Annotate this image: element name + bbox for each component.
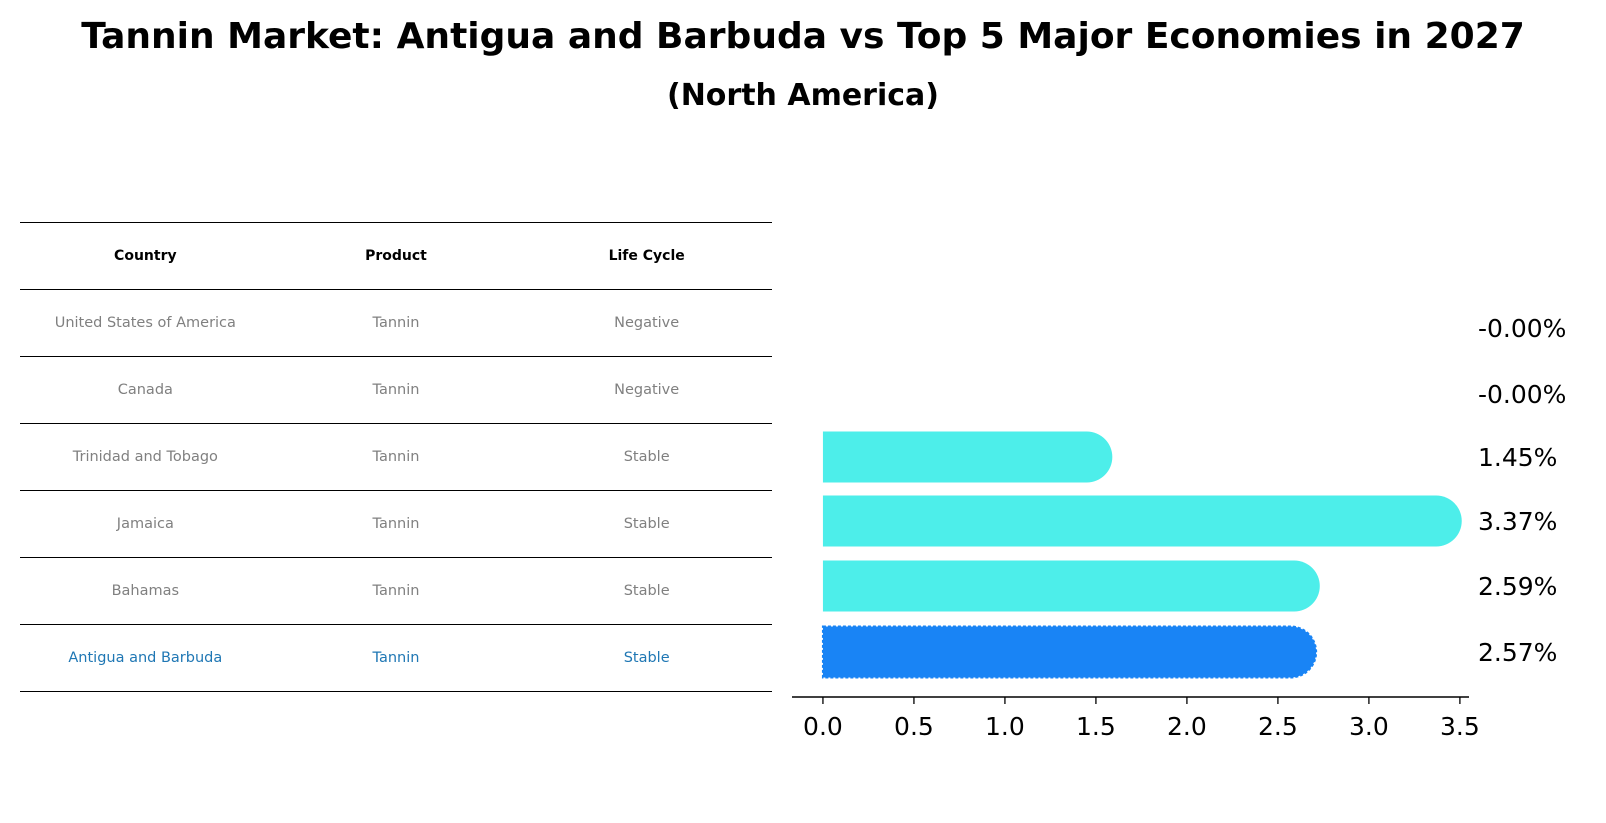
data-label: 2.57% bbox=[1478, 638, 1557, 667]
chart-subtitle: (North America) bbox=[666, 78, 939, 113]
cell-product: Tannin bbox=[270, 423, 522, 491]
cell-life-cycle: Stable bbox=[521, 423, 772, 491]
column-header-country: Country bbox=[20, 222, 271, 290]
x-tick-label: 0.0 bbox=[803, 712, 843, 741]
x-tick-label: 1.5 bbox=[1076, 712, 1116, 741]
x-tick-label: 1.0 bbox=[985, 712, 1025, 741]
data-label: 3.37% bbox=[1478, 507, 1557, 536]
cell-product: Tannin bbox=[270, 289, 522, 357]
table-row: Bahamas Tannin Stable bbox=[20, 557, 772, 625]
data-label: 1.45% bbox=[1478, 443, 1557, 472]
cell-product: Tannin bbox=[270, 557, 522, 625]
cell-product: Tannin bbox=[270, 624, 522, 692]
cell-country: Antigua and Barbuda bbox=[20, 624, 271, 692]
cell-life-cycle: Negative bbox=[521, 289, 772, 357]
cell-country: Bahamas bbox=[20, 557, 271, 625]
table-row-highlighted: Antigua and Barbuda Tannin Stable bbox=[20, 624, 772, 692]
cell-life-cycle: Stable bbox=[521, 490, 772, 558]
cell-country: Jamaica bbox=[20, 490, 271, 558]
cell-country: Trinidad and Tobago bbox=[20, 423, 271, 491]
table-row: United States of America Tannin Negative bbox=[20, 289, 772, 357]
data-table: Country Product Life Cycle United States… bbox=[20, 222, 772, 692]
cell-life-cycle: Stable bbox=[521, 557, 772, 625]
column-header-life-cycle: Life Cycle bbox=[521, 222, 772, 290]
bar bbox=[822, 431, 1113, 483]
x-tick-label: 3.0 bbox=[1349, 712, 1389, 741]
cell-country: United States of America bbox=[20, 289, 271, 357]
bar bbox=[822, 560, 1320, 612]
cell-life-cycle: Stable bbox=[521, 624, 772, 692]
table-header-row: Country Product Life Cycle bbox=[20, 222, 772, 290]
cell-country: Canada bbox=[20, 356, 271, 424]
table-row: Canada Tannin Negative bbox=[20, 356, 772, 424]
data-label: -0.00% bbox=[1478, 380, 1566, 409]
x-tick-label: 0.5 bbox=[894, 712, 934, 741]
column-header-product: Product bbox=[270, 222, 522, 290]
cell-product: Tannin bbox=[270, 356, 522, 424]
bar bbox=[822, 495, 1462, 547]
cell-life-cycle: Negative bbox=[521, 356, 772, 424]
bar bbox=[821, 625, 1318, 679]
data-label: -0.00% bbox=[1478, 314, 1566, 343]
x-tick-label: 3.5 bbox=[1440, 712, 1480, 741]
x-tick-label: 2.5 bbox=[1258, 712, 1298, 741]
chart-title: Tannin Market: Antigua and Barbuda vs To… bbox=[81, 16, 1525, 57]
cell-product: Tannin bbox=[270, 490, 522, 558]
table-row: Trinidad and Tobago Tannin Stable bbox=[20, 423, 772, 491]
data-label: 2.59% bbox=[1478, 572, 1557, 601]
table-row: Jamaica Tannin Stable bbox=[20, 490, 772, 558]
x-tick-label: 2.0 bbox=[1167, 712, 1207, 741]
